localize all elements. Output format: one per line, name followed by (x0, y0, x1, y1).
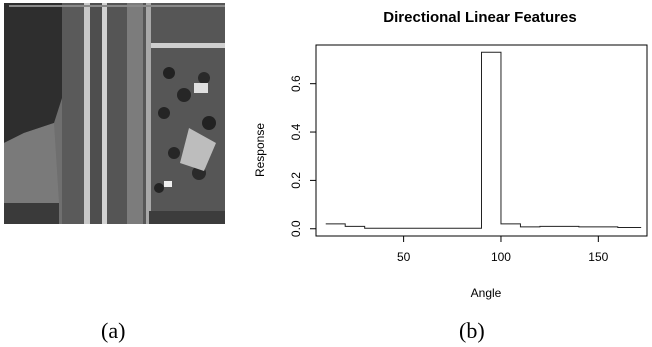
caption-b: (b) (459, 318, 485, 343)
aerial-image (4, 3, 225, 224)
y-tick-label: 0.4 (289, 123, 303, 140)
y-axis-label: Response (253, 123, 267, 177)
x-tick-label: 150 (588, 250, 608, 264)
x-axis-label: Angle (471, 286, 502, 300)
x-tick-label: 50 (397, 250, 411, 264)
caption-a: (a) (101, 318, 126, 343)
y-tick-label: 0.2 (289, 172, 303, 189)
chart-title: Directional Linear Features (383, 9, 576, 26)
y-tick-label: 0.6 (289, 75, 303, 92)
x-tick-label: 100 (491, 250, 511, 264)
plot-frame (315, 44, 648, 237)
y-tick-label: 0.0 (289, 220, 303, 237)
x-axis: 50 100 150 (397, 236, 609, 264)
response-step-line (325, 51, 642, 229)
y-axis: 0.0 0.2 0.4 0.6 (289, 75, 316, 237)
